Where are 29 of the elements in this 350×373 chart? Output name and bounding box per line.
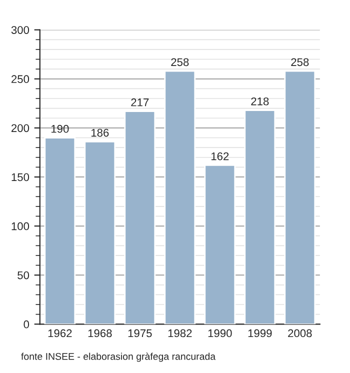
y-tick-label: 300	[11, 26, 30, 34]
x-tick-label: 1990	[208, 329, 232, 338]
x-tick-label: 1968	[88, 329, 112, 338]
bar	[124, 110, 156, 324]
bar	[284, 70, 316, 324]
data-label: 186	[91, 128, 109, 137]
data-label: 218	[251, 97, 269, 106]
data-label: 190	[51, 124, 69, 133]
bar	[44, 137, 76, 324]
data-label: 162	[211, 152, 229, 160]
y-tick-label: 200	[12, 124, 30, 132]
x-tick-label: 1999	[248, 329, 272, 338]
y-tick-label: 50	[18, 271, 30, 280]
bar	[164, 70, 196, 324]
y-tick-label: 0	[24, 320, 30, 328]
bar	[84, 140, 116, 324]
x-tick-label: 2008	[288, 329, 312, 338]
y-tick-label: 250	[12, 75, 30, 84]
x-tick-label: 1982	[168, 329, 192, 338]
x-tick-label: 1975	[128, 329, 152, 338]
data-label: 258	[171, 58, 189, 66]
bar	[204, 164, 236, 324]
bar	[244, 110, 276, 324]
data-label: 258	[291, 58, 309, 66]
y-tick-label: 150	[12, 173, 30, 182]
y-tick-label: 100	[12, 222, 30, 230]
x-tick-label: 1962	[48, 329, 72, 338]
data-label: 217	[131, 98, 149, 106]
source-note: fonte INSEE - elaborasion gràfega rancurada	[21, 352, 216, 362]
